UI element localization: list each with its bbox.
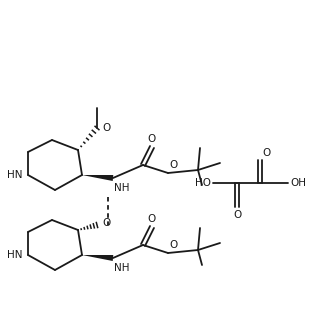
Text: O: O: [102, 123, 110, 133]
Text: HO: HO: [195, 178, 211, 188]
Polygon shape: [82, 255, 113, 261]
Text: O: O: [148, 134, 156, 144]
Text: NH: NH: [114, 183, 129, 193]
Text: O: O: [233, 210, 241, 220]
Text: HN: HN: [8, 170, 23, 180]
Text: O: O: [262, 148, 270, 158]
Text: O: O: [169, 240, 177, 250]
Text: O: O: [148, 214, 156, 224]
Text: OH: OH: [290, 178, 306, 188]
Polygon shape: [82, 175, 113, 181]
Text: NH: NH: [114, 263, 129, 273]
Text: O: O: [102, 218, 110, 228]
Text: O: O: [169, 160, 177, 170]
Text: HN: HN: [8, 250, 23, 260]
